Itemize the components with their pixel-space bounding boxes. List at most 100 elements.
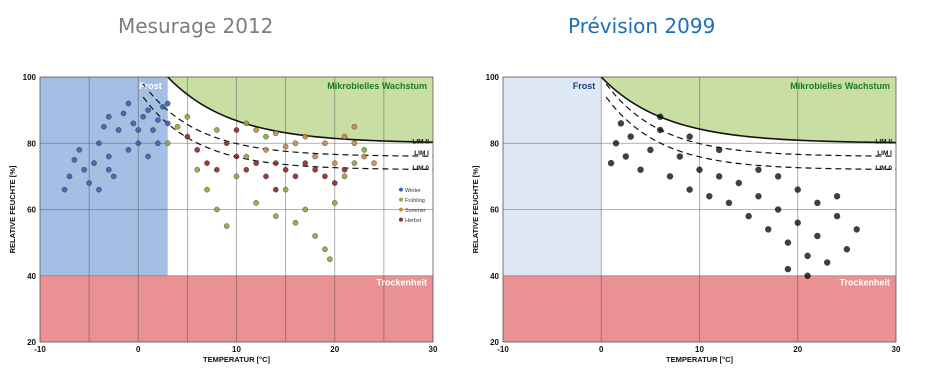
c1-point-data bbox=[755, 193, 762, 200]
c0-point-frühling bbox=[243, 120, 250, 127]
c0-point-herbst bbox=[233, 127, 240, 133]
c0-point-sommer bbox=[361, 153, 368, 160]
c0-point-herbst bbox=[214, 166, 220, 173]
c0-point-frühling bbox=[292, 219, 299, 226]
c0-point-winter bbox=[155, 117, 161, 123]
c0-x-tick-label: 30 bbox=[429, 345, 438, 354]
c0-point-winter bbox=[155, 140, 161, 147]
c0-point-herbst bbox=[282, 166, 289, 173]
c1-point-data bbox=[666, 173, 674, 180]
c0-point-frühling bbox=[282, 186, 289, 193]
c0-point-winter bbox=[61, 186, 68, 193]
c0-point-herbst bbox=[253, 160, 259, 166]
c0-point-winter bbox=[91, 160, 97, 166]
c0-point-frühling bbox=[322, 246, 328, 253]
panel-title-left: Mesurage 2012 bbox=[118, 14, 274, 38]
c0-legend-entry: Winter bbox=[405, 188, 421, 194]
c1-point-data bbox=[725, 199, 733, 207]
c0-point-frühling bbox=[341, 173, 348, 180]
c1-point-data bbox=[814, 199, 821, 207]
c0-point-frühling bbox=[302, 206, 309, 213]
c0-x-axis-label: TEMPERATUR [°C] bbox=[203, 355, 271, 364]
c0-point-frühling bbox=[331, 200, 338, 206]
c0-point-frühling bbox=[214, 127, 220, 133]
c1-point-data bbox=[612, 140, 620, 147]
c0-curve-label: LIM I bbox=[414, 150, 429, 157]
c0-point-winter bbox=[164, 100, 171, 107]
c0-lim-curve-ii bbox=[167, 76, 434, 144]
c1-curve-label: LIM II bbox=[875, 139, 892, 146]
c1-point-data bbox=[657, 113, 664, 120]
c0-point-herbst bbox=[184, 133, 191, 140]
c1-point-data bbox=[804, 272, 811, 279]
c0-point-frühling bbox=[214, 206, 220, 213]
c0-lim-curve-i bbox=[142, 83, 434, 157]
c0-point-herbst bbox=[331, 180, 338, 186]
c1-point-data bbox=[824, 259, 831, 266]
c1-point-data bbox=[686, 133, 693, 140]
c0-point-winter bbox=[76, 147, 83, 153]
c0-point-winter bbox=[120, 110, 127, 117]
c1-x-tick-label: 20 bbox=[793, 345, 802, 354]
c0-point-winter bbox=[145, 107, 151, 113]
c0-y-tick-label: 20 bbox=[27, 338, 36, 347]
c0-point-winter bbox=[96, 186, 102, 193]
c0-point-winter bbox=[105, 113, 112, 120]
c1-point-data bbox=[706, 193, 713, 200]
c1-x-tick-label: 10 bbox=[695, 345, 704, 354]
c0-point-winter bbox=[164, 120, 171, 127]
c0-point-winter bbox=[160, 104, 166, 110]
c1-x-tick-label: -10 bbox=[497, 345, 509, 354]
c0-point-winter bbox=[71, 157, 78, 163]
c0-x-tick-label: -10 bbox=[34, 345, 46, 354]
c0-x-tick-label: 20 bbox=[330, 345, 339, 354]
c0-legend-marker bbox=[399, 187, 403, 192]
c0-point-winter bbox=[66, 173, 73, 180]
c1-x-tick-label: 30 bbox=[892, 345, 901, 354]
c1-y-tick-label: 100 bbox=[486, 73, 500, 82]
c1-point-data bbox=[794, 186, 801, 193]
c0-point-herbst bbox=[341, 166, 348, 173]
c1-point-data bbox=[607, 159, 615, 167]
c0-point-winter bbox=[86, 180, 92, 186]
c1-y-tick-label: 60 bbox=[490, 206, 499, 215]
c0-point-winter bbox=[145, 153, 151, 160]
c0-point-frühling bbox=[312, 233, 318, 239]
c1-point-data bbox=[715, 146, 723, 154]
c0-point-sommer bbox=[282, 143, 289, 150]
c1-point-data bbox=[657, 126, 664, 134]
c1-point-data bbox=[686, 186, 693, 193]
c0-point-frühling bbox=[204, 186, 210, 193]
chart-mesurage-2012: LIM II LIM I LIM 0 Frost Mikrobielles Wachst… bbox=[8, 73, 438, 364]
c1-point-data bbox=[627, 133, 634, 140]
c0-point-herbst bbox=[292, 173, 299, 180]
c1-point-data bbox=[696, 166, 703, 173]
c1-y-tick-label: 20 bbox=[490, 338, 499, 347]
c0-label-trockenheit: Trockenheit bbox=[376, 278, 427, 288]
c0-point-herbst bbox=[272, 186, 279, 193]
c0-y-tick-label: 60 bbox=[27, 206, 36, 215]
c0-point-frühling bbox=[233, 173, 240, 180]
c0-point-winter bbox=[150, 127, 156, 133]
c1-region-frost bbox=[503, 77, 602, 276]
c1-lim-curve-i bbox=[605, 83, 897, 157]
c1-x-tick-label: 0 bbox=[599, 345, 604, 354]
c0-legend-entry: Sommer bbox=[405, 208, 426, 214]
c0-legend-marker bbox=[399, 207, 403, 212]
c1-point-data bbox=[755, 166, 762, 173]
c0-point-winter bbox=[96, 140, 102, 147]
c1-label-mikrobielles-wachstum: Mikrobielles Wachstum bbox=[790, 81, 890, 91]
c0-point-frühling bbox=[263, 133, 269, 140]
c0-point-sommer bbox=[263, 147, 269, 153]
c1-point-data bbox=[735, 179, 742, 187]
c0-point-sommer bbox=[351, 140, 358, 147]
c1-label-trockenheit: Trockenheit bbox=[839, 278, 890, 288]
c0-point-sommer bbox=[312, 153, 318, 160]
c0-point-herbst bbox=[194, 147, 200, 153]
c1-point-data bbox=[676, 153, 684, 160]
c0-point-frühling bbox=[272, 213, 279, 219]
c1-curve-label: LIM I bbox=[877, 150, 892, 157]
c0-point-winter bbox=[135, 140, 142, 147]
c0-point-winter bbox=[110, 173, 117, 180]
c0-region-frost bbox=[40, 77, 168, 276]
